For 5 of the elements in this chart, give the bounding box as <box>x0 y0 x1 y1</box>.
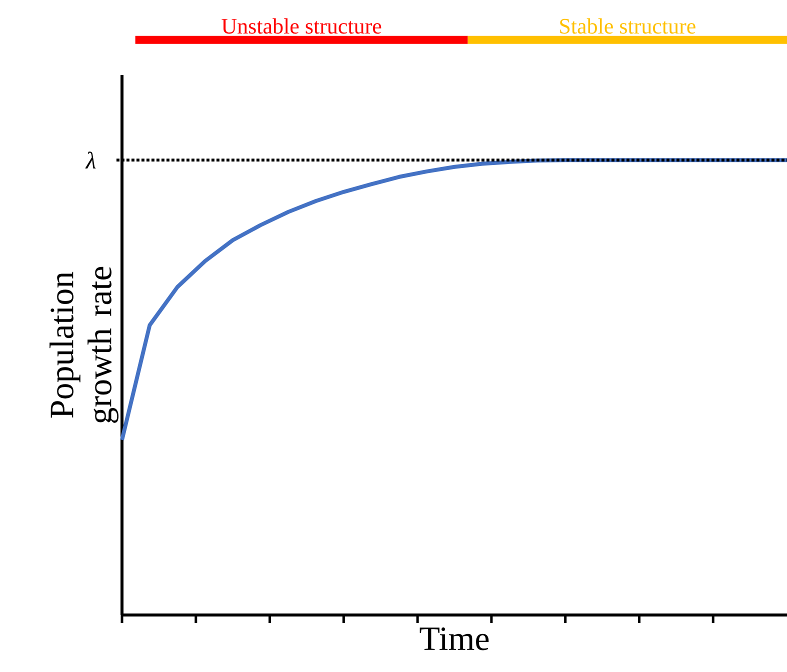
y-axis-title: Population growth rate <box>50 266 118 423</box>
x-axis-title: Time <box>420 627 489 650</box>
text: Unstable structure <box>222 18 382 34</box>
text: Stable structure <box>560 18 696 34</box>
ref-line-label: λ <box>85 152 96 169</box>
